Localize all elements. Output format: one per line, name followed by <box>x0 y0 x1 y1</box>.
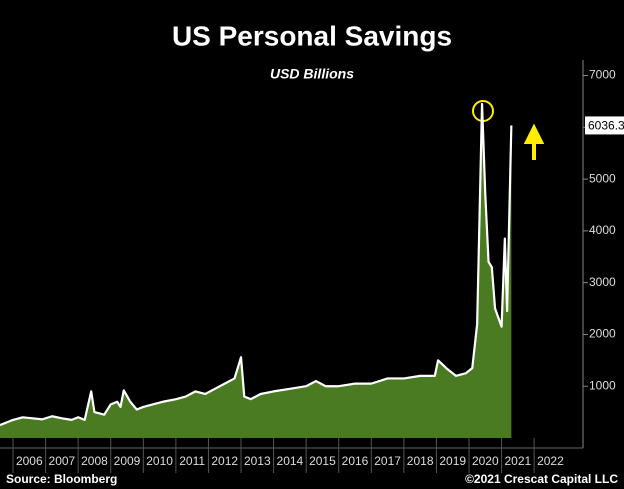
x-tick-label: 2006 <box>16 454 43 468</box>
y-tick-label: 2000 <box>589 327 616 341</box>
x-tick-label: 2018 <box>407 454 434 468</box>
x-tick-label: 2016 <box>342 454 369 468</box>
x-tick-label: 2013 <box>244 454 271 468</box>
chart-title: US Personal Savings <box>172 20 452 51</box>
copyright: ©2021 Crescat Capital LLC <box>465 472 618 486</box>
x-tick-label: 2012 <box>211 454 238 468</box>
x-tick-label: 2019 <box>439 454 466 468</box>
x-tick-label: 2017 <box>374 454 401 468</box>
last-value-box <box>585 116 624 135</box>
source: Source: Bloomberg <box>6 472 117 486</box>
x-tick-label: 2011 <box>179 454 205 468</box>
up-arrow <box>523 123 545 160</box>
x-tick-label: 2007 <box>49 454 76 468</box>
last-value-label: 6036.3 <box>588 119 624 133</box>
y-tick-label: 4000 <box>589 223 616 237</box>
y-tick-label: 7000 <box>589 68 616 82</box>
x-tick-label: 2022 <box>537 454 564 468</box>
x-tick-label: 2015 <box>309 454 336 468</box>
chart-subtitle: USD Billions <box>270 66 354 82</box>
y-tick-label: 5000 <box>589 171 616 185</box>
x-tick-label: 2010 <box>146 454 173 468</box>
line <box>0 102 513 427</box>
x-tick-label: 2008 <box>81 454 108 468</box>
y-tick-label: 3000 <box>589 275 616 289</box>
x-tick-label: 2020 <box>472 454 499 468</box>
area <box>0 104 512 438</box>
x-tick-label: 2021 <box>505 454 532 468</box>
x-tick-label: 2014 <box>277 454 304 468</box>
x-tick-label: 2009 <box>114 454 141 468</box>
y-tick-label: 1000 <box>589 378 616 392</box>
